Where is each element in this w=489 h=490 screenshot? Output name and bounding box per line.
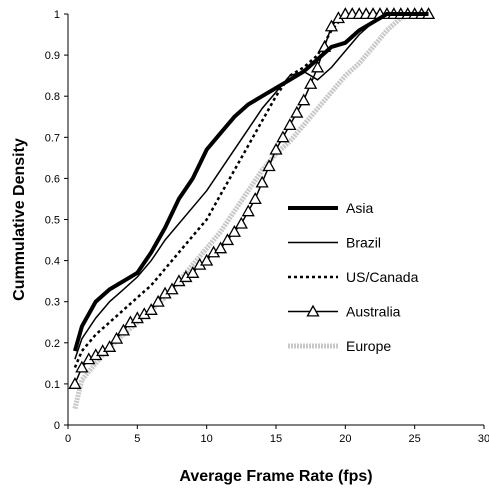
- series-point-australia: [151, 294, 165, 307]
- legend-label-australia: Australia: [346, 304, 401, 320]
- y-tick-label: 0.5: [45, 215, 60, 227]
- legend-marker-australia: [306, 304, 320, 317]
- y-axis-label: Cummulative Density: [11, 138, 28, 301]
- series-line-us-canada: [73, 12, 429, 368]
- series-point-australia: [213, 241, 228, 254]
- x-axis-label: Average Frame Rate (fps): [179, 468, 372, 485]
- series-point-australia: [220, 233, 235, 246]
- series-point-australia: [109, 331, 124, 344]
- series-point-australia: [269, 142, 283, 155]
- series-point-australia: [227, 224, 242, 237]
- series-point-australia: [248, 192, 262, 205]
- x-tick-label: 25: [409, 433, 421, 445]
- series-point-australia: [297, 93, 311, 106]
- series-layer: [68, 7, 436, 410]
- series-point-australia: [116, 323, 131, 336]
- series-point-australia: [324, 19, 339, 32]
- legend: Asia Brazil US/Canada Australia Europe: [288, 200, 419, 354]
- series-point-australia: [186, 266, 200, 278]
- y-tick-label: 0.4: [45, 256, 60, 268]
- x-tick-label: 15: [270, 433, 282, 445]
- series-point-australia: [310, 60, 325, 73]
- axes-layer: 00.10.20.30.40.50.60.70.80.910 5 10 15 20 25 3…: [45, 9, 489, 445]
- y-tick-label: 0.1: [45, 379, 60, 391]
- x-tick-label: 20: [339, 433, 351, 445]
- x-tick-label: 5: [134, 433, 140, 445]
- legend-label-europe: Europe: [346, 338, 391, 354]
- y-tick-label: 0.7: [45, 132, 60, 144]
- series-point-australia: [304, 77, 318, 89]
- x-tick-label: 0: [65, 433, 71, 445]
- x-tick-label: 10: [201, 433, 213, 445]
- y-tick-label: 0.2: [45, 338, 60, 350]
- series-point-australia: [200, 253, 214, 266]
- series-line-europe: [72, 11, 429, 410]
- series-point-australia: [241, 204, 255, 217]
- series-line-asia: [72, 12, 429, 352]
- legend-label-us-canada: US/Canada: [346, 269, 419, 285]
- series-point-australia: [234, 216, 248, 229]
- legend-label-brazil: Brazil: [346, 235, 381, 251]
- y-tick-label: 0.6: [45, 173, 60, 185]
- series-point-australia: [102, 340, 117, 352]
- y-tick-label: 1: [54, 9, 60, 21]
- series-point-australia: [75, 360, 89, 373]
- series-point-australia: [68, 377, 82, 389]
- series-point-australia: [290, 105, 304, 118]
- series-line-brazil: [74, 13, 429, 360]
- y-tick-label: 0: [54, 420, 60, 432]
- y-tick-label: 0.9: [45, 50, 60, 62]
- series-point-australia: [276, 130, 290, 143]
- y-tick-label: 0.8: [45, 91, 60, 103]
- x-tick-label: 30: [478, 433, 489, 445]
- series-point-australia: [165, 282, 179, 295]
- series-point-australia: [144, 303, 158, 315]
- y-tick-label: 0.3: [45, 297, 60, 309]
- series-point-australia: [255, 175, 269, 188]
- series-point-australia: [262, 159, 276, 172]
- series-point-australia: [283, 118, 297, 131]
- legend-label-asia: Asia: [346, 200, 373, 216]
